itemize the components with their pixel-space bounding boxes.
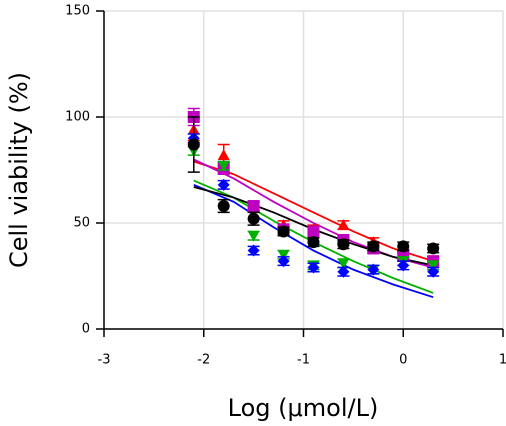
point — [307, 261, 320, 274]
point — [427, 265, 440, 278]
fit-curve — [193, 184, 434, 299]
point — [337, 238, 350, 251]
point — [187, 138, 200, 151]
point — [247, 200, 260, 213]
point — [397, 240, 410, 253]
point — [277, 255, 290, 268]
point — [307, 236, 320, 249]
y-tick-label: 0 — [82, 322, 90, 337]
y-tick-label: 50 — [73, 216, 90, 231]
point — [247, 230, 260, 242]
point — [217, 160, 230, 172]
point — [217, 200, 230, 213]
point — [247, 244, 260, 257]
x-tick-label: -3 — [98, 353, 111, 368]
y-tick-label: 100 — [65, 110, 90, 125]
point — [247, 212, 260, 225]
point — [217, 178, 230, 191]
point — [307, 225, 320, 238]
x-tick-label: 0 — [399, 353, 407, 368]
point — [337, 258, 350, 270]
point — [217, 149, 230, 160]
y-axis-title: Cell viability (%) — [5, 72, 33, 268]
point — [337, 219, 350, 230]
point — [367, 263, 380, 276]
point — [397, 259, 410, 272]
x-tick-label: 1 — [499, 353, 506, 368]
x-axis-title: Log (μmol/L) — [228, 394, 379, 422]
point — [397, 248, 410, 261]
point — [337, 265, 350, 278]
point — [367, 240, 380, 253]
y-tick-label: 150 — [65, 4, 90, 19]
fit-curve — [193, 160, 434, 263]
point — [277, 225, 290, 238]
point — [427, 242, 440, 255]
x-tick-label: -1 — [297, 353, 310, 368]
x-tick-label: -2 — [197, 353, 210, 368]
